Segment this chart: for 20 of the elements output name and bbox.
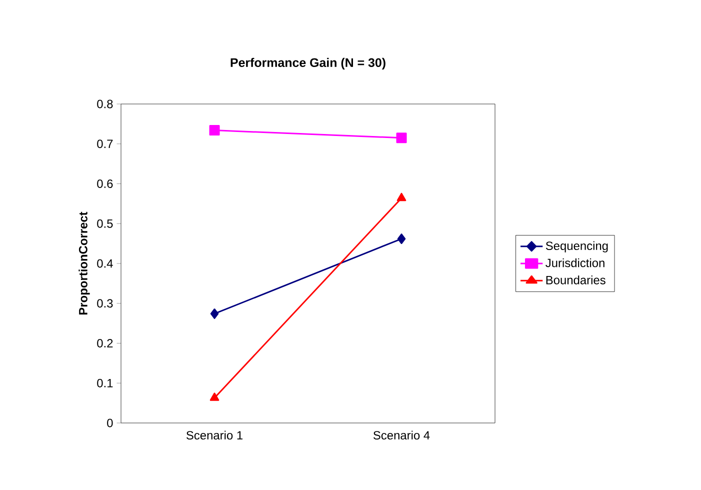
x-tick-label: Scenario 4 <box>373 430 430 440</box>
y-tick-label: 0.2 <box>97 339 113 348</box>
legend-label: Boundaries <box>546 276 606 284</box>
y-tick-label: 0.6 <box>97 180 113 188</box>
point <box>396 132 407 144</box>
chart-title: Performance Gain (N = 30) <box>230 58 386 70</box>
y-tick-label: 0.4 <box>97 259 113 268</box>
y-axis-title: ProportionCorrect <box>78 212 90 314</box>
point <box>397 234 406 244</box>
x-tick-label: Scenario 1 <box>186 430 242 440</box>
y-tick-label: 0.1 <box>97 378 113 388</box>
point <box>209 125 220 136</box>
y-tick-label: 0.8 <box>97 100 113 108</box>
point <box>210 308 219 319</box>
y-tick-label: 0.3 <box>97 299 113 308</box>
legend-label: Jurisdiction <box>546 258 604 268</box>
y-tick-label: 0 <box>107 418 113 428</box>
y-tick-label: 0.7 <box>97 140 113 148</box>
legend-label: Sequencing <box>546 241 608 252</box>
y-tick-label: 0.5 <box>97 219 113 228</box>
